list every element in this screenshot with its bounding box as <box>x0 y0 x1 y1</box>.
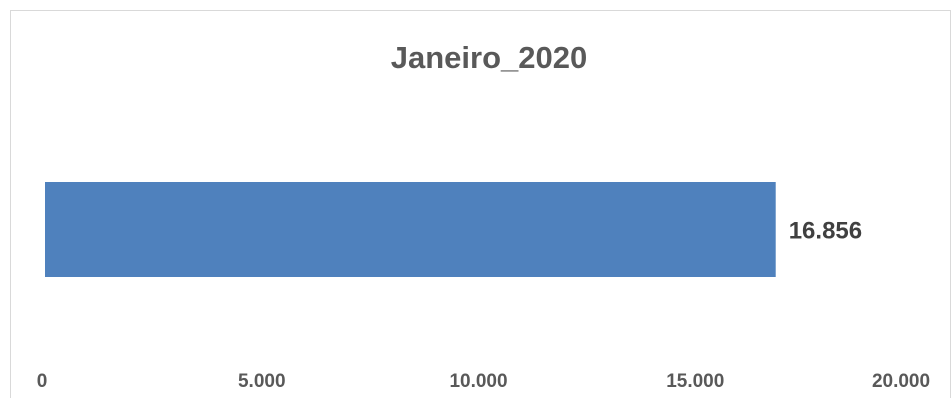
x-tick-label: 0 <box>37 371 48 392</box>
x-tick-label: 10.000 <box>449 371 507 392</box>
data-labels-group: 16.856 <box>789 218 862 245</box>
x-tick-label: 5.000 <box>238 371 286 392</box>
bar-value-label: 16.856 <box>789 218 862 245</box>
chart-title: Janeiro_2020 <box>391 40 587 75</box>
x-tick-label: 15.000 <box>666 371 724 392</box>
x-axis-ticks: 0 5.000 10.000 15.000 20.000 <box>37 371 930 392</box>
x-tick-label: 20.000 <box>872 371 930 392</box>
bars-group <box>45 182 776 277</box>
bar <box>45 182 776 277</box>
